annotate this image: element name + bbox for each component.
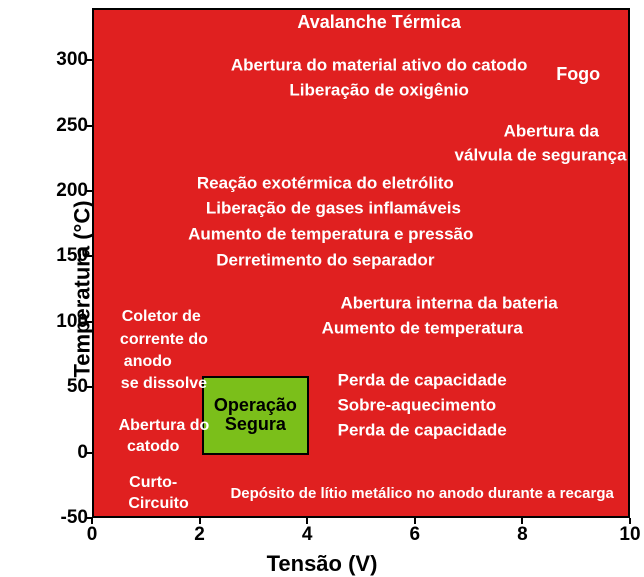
x-tick-label: 4 — [302, 524, 313, 546]
x-tick-mark — [306, 518, 308, 524]
annotation: Abertura do material ativo do catodo — [231, 57, 528, 76]
plot-area: Operação Segura Avalanche Térmica Abertur… — [92, 8, 630, 518]
annotation: Liberação de oxigênio — [289, 82, 469, 101]
annotation: Aumento de temperatura e pressão — [188, 226, 473, 245]
annotation: anodo — [124, 353, 172, 371]
x-tick-label: 0 — [87, 524, 98, 546]
annotation: Abertura da — [504, 122, 599, 141]
safe-zone-label-1: Operação — [214, 395, 297, 415]
x-tick-mark — [629, 518, 631, 524]
y-tick-label: 50 — [52, 376, 88, 398]
annotation: catodo — [127, 438, 179, 456]
annotation: Perda de capacidade — [338, 422, 507, 441]
y-tick-mark — [86, 386, 92, 388]
annotation: corrente do — [120, 331, 208, 349]
y-tick-mark — [86, 190, 92, 192]
annotation: Fogo — [556, 65, 600, 85]
y-tick-mark — [86, 255, 92, 257]
y-tick-label: 300 — [52, 49, 88, 71]
annotation: Reação exotérmica do eletrólito — [197, 175, 454, 194]
x-tick-mark — [91, 518, 93, 524]
y-tick-label: 0 — [52, 442, 88, 464]
annotation: Perda de capacidade — [338, 372, 507, 391]
safe-operation-zone: Operação Segura — [202, 376, 310, 454]
annotation: Depósito de lítio metálico no anodo dura… — [230, 486, 613, 503]
x-tick-label: 8 — [517, 524, 528, 546]
annotation: Liberação de gases inflamáveis — [206, 199, 461, 218]
y-tick-mark — [86, 125, 92, 127]
safe-zone-label-2: Segura — [225, 414, 286, 434]
annotation: se dissolve — [121, 375, 207, 393]
battery-safety-chart: Temperatura (°C) Tensão (V) Operação Seg… — [0, 0, 644, 577]
y-tick-label: 100 — [52, 311, 88, 333]
y-tick-mark — [86, 452, 92, 454]
annotation: Abertura interna da bateria — [340, 295, 557, 314]
y-tick-mark — [86, 59, 92, 61]
y-tick-mark — [86, 321, 92, 323]
y-tick-label: 150 — [52, 245, 88, 267]
y-tick-label: 250 — [52, 115, 88, 137]
x-axis-label: Tensão (V) — [267, 551, 378, 577]
annotation: Derretimento do separador — [216, 252, 434, 271]
x-tick-mark — [199, 518, 201, 524]
annotation: válvula de segurança — [455, 147, 627, 166]
x-tick-label: 10 — [619, 524, 640, 546]
annotation: Curto- — [129, 475, 177, 493]
annotation: Abertura do — [119, 417, 210, 435]
x-tick-mark — [414, 518, 416, 524]
x-tick-mark — [521, 518, 523, 524]
annotation: Circuito — [128, 496, 188, 514]
x-tick-label: 2 — [194, 524, 205, 546]
annotation: Aumento de temperatura — [322, 320, 523, 339]
y-tick-label: 200 — [52, 180, 88, 202]
annotation: Sobre-aquecimento — [337, 397, 496, 416]
y-tick-label: -50 — [52, 507, 88, 529]
x-tick-label: 6 — [410, 524, 421, 546]
annotation: Avalanche Térmica — [297, 13, 460, 33]
annotation: Coletor de — [122, 309, 201, 327]
